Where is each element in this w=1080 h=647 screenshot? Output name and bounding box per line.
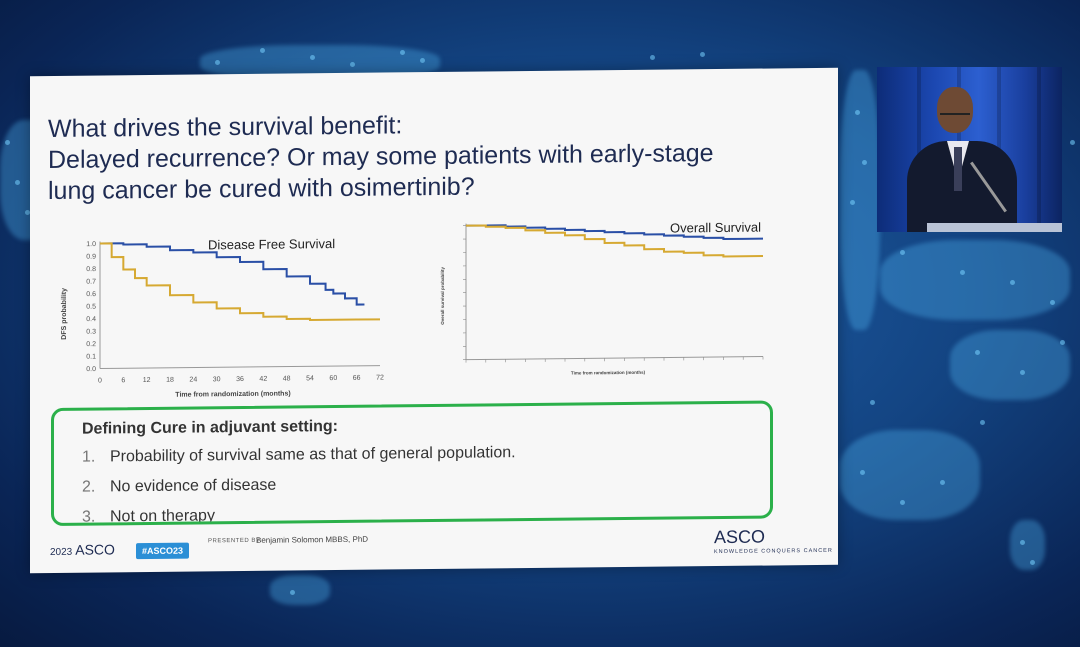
- cure-definition-box: Defining Cure in adjuvant setting: 1. Pro…: [51, 400, 773, 527]
- map-dot: [290, 590, 295, 595]
- map-dot: [1070, 140, 1075, 145]
- x-tick-label: 18: [166, 377, 174, 384]
- speaker-video-inset: [877, 67, 1062, 232]
- map-dot: [870, 400, 875, 405]
- x-tick-label: 60: [329, 375, 337, 382]
- map-dot: [862, 160, 867, 165]
- os-x-axis: [466, 356, 763, 361]
- map-dot: [215, 60, 220, 65]
- y-tick-label: 0.3: [86, 329, 96, 336]
- list-item-number: 3.: [82, 508, 96, 526]
- presenter-name: Benjamin Solomon MBBS, PhD: [256, 534, 369, 545]
- map-dot: [1050, 300, 1055, 305]
- map-dot: [960, 270, 965, 275]
- y-tick-label: 0.5: [86, 304, 96, 311]
- y-tick-label: 0.2: [86, 341, 96, 348]
- x-tick-label: 48: [283, 376, 291, 383]
- cure-definition-heading: Defining Cure in adjuvant setting:: [82, 418, 339, 438]
- list-item-text: No evidence of disease: [110, 476, 277, 496]
- dfs-x-axis: [100, 365, 380, 369]
- map-dot: [900, 250, 905, 255]
- map-dot: [260, 48, 265, 53]
- x-tick-label: 24: [189, 376, 197, 383]
- speaker-head: [937, 87, 973, 133]
- os-chart-svg: Overall Survival Overall survival probab…: [440, 220, 764, 376]
- map-dot: [15, 180, 20, 185]
- y-tick-label: 1.0: [86, 241, 96, 248]
- series-line-1: [466, 224, 763, 258]
- map-dot: [350, 62, 355, 67]
- x-tick-label: 6: [121, 377, 125, 384]
- y-tick-label: 0.8: [86, 266, 96, 273]
- cure-criteria-list: 1. Probability of survival same as that o…: [82, 442, 516, 526]
- list-item-number: 2.: [82, 478, 96, 496]
- asco-logo: ASCO: [714, 526, 766, 548]
- x-tick-label: 72: [376, 375, 384, 382]
- dfs-chart-svg: Disease Free Survival DFS probability Ti…: [61, 236, 384, 399]
- map-dot: [1030, 560, 1035, 565]
- speaker-tie: [954, 147, 962, 191]
- asco-small-text: ASCO: [75, 541, 115, 558]
- map-dot: [310, 55, 315, 60]
- map-dot: [1060, 340, 1065, 345]
- dfs-chart-title: Disease Free Survival: [208, 236, 335, 252]
- map-dot: [1020, 540, 1025, 545]
- x-tick-label: 54: [306, 375, 314, 382]
- presented-by-label: PRESENTED BY:: [208, 537, 263, 545]
- presentation-slide: What drives the survival benefit: Delaye…: [30, 67, 838, 574]
- y-tick-label: 0.4: [86, 316, 96, 323]
- os-y-axis-label: Overall survival probability: [440, 267, 445, 325]
- map-dot: [400, 50, 405, 55]
- map-dot: [650, 55, 655, 60]
- map-dot: [855, 110, 860, 115]
- y-tick-label: 0.7: [86, 279, 96, 286]
- os-chart-title: Overall Survival: [670, 220, 761, 236]
- map-dot: [975, 350, 980, 355]
- x-tick-label: 42: [259, 376, 267, 383]
- asco-tagline: KNOWLEDGE CONQUERS CANCER: [714, 547, 833, 556]
- map-dot: [420, 58, 425, 63]
- map-dot: [1010, 280, 1015, 285]
- speaker-glasses: [940, 107, 970, 115]
- y-tick-label: 0.0: [86, 366, 96, 373]
- meeting-year: 2023: [50, 546, 73, 559]
- map-dot: [860, 470, 865, 475]
- map-dot: [5, 140, 10, 145]
- podium: [927, 223, 1062, 232]
- y-tick-label: 0.9: [86, 254, 96, 261]
- slide-footer: 2023 ASCO #ASCO23 PRESENTED BY: Benjamin …: [30, 520, 838, 573]
- list-item-text: Not on therapy: [110, 507, 215, 526]
- os-x-axis-label: Time from randomization (months): [571, 370, 646, 376]
- x-tick-label: 30: [213, 376, 221, 383]
- y-tick-label: 0.6: [86, 291, 96, 298]
- x-tick-label: 0: [98, 377, 102, 384]
- map-dot: [700, 52, 705, 57]
- x-tick-label: 12: [143, 377, 151, 384]
- list-item: 1. Probability of survival same as that o…: [82, 442, 516, 477]
- map-dot: [25, 210, 30, 215]
- os-chart: Overall Survival Overall survival probab…: [438, 213, 768, 386]
- x-tick-label: 66: [353, 375, 361, 382]
- list-item-number: 1.: [82, 448, 96, 466]
- dfs-chart: Disease Free Survival DFS probability Ti…: [58, 230, 398, 404]
- dfs-y-axis-label: DFS probability: [61, 288, 68, 340]
- list-item: 2. No evidence of disease: [82, 472, 516, 507]
- slide-title: What drives the survival benefit: Delaye…: [48, 106, 828, 207]
- dfs-x-axis-label: Time from randomization (months): [175, 391, 290, 399]
- hashtag-badge: #ASCO23: [136, 542, 190, 560]
- asco-meeting-logo: 2023 ASCO: [50, 541, 115, 558]
- map-dot: [850, 200, 855, 205]
- list-item: 3. Not on therapy: [82, 502, 516, 526]
- map-dot: [940, 480, 945, 485]
- x-tick-label: 36: [236, 376, 244, 383]
- list-item-text: Probability of survival same as that of …: [110, 444, 516, 466]
- y-tick-label: 0.1: [86, 354, 96, 361]
- series-line-1: [100, 242, 380, 322]
- map-dot: [900, 500, 905, 505]
- series-line-0: [100, 242, 365, 306]
- map-dot: [980, 420, 985, 425]
- map-dot: [1020, 370, 1025, 375]
